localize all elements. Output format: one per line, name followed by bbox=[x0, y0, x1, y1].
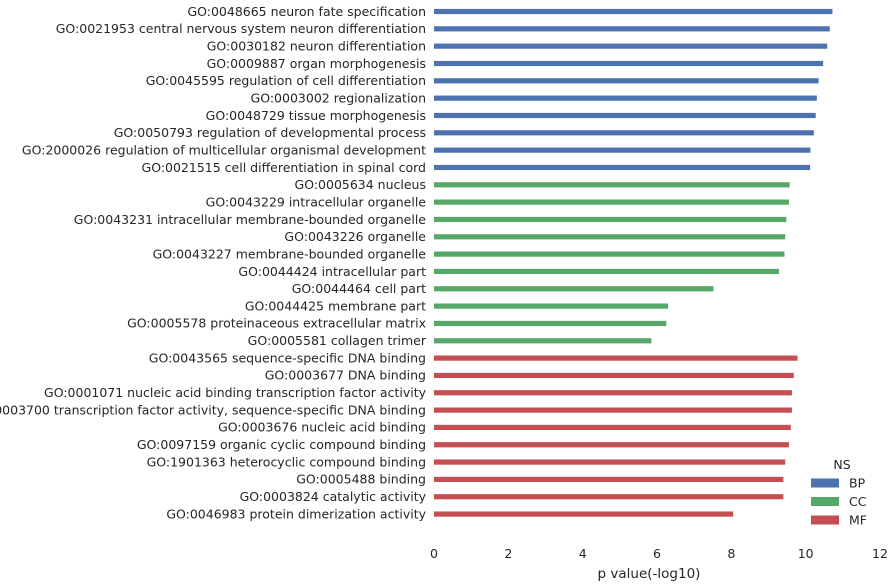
bar-bp bbox=[434, 130, 814, 136]
category-label: GO:0005634 nucleus bbox=[295, 177, 426, 192]
bar-cc bbox=[434, 320, 667, 327]
legend-title: NS bbox=[833, 457, 850, 472]
bar-cc bbox=[434, 338, 652, 344]
category-label: GO:0043229 intracellular organelle bbox=[206, 194, 427, 209]
bar-bp bbox=[434, 147, 811, 153]
category-label: GO:0043227 membrane-bounded organelle bbox=[153, 246, 427, 261]
x-tick-label: 10 bbox=[798, 546, 814, 561]
category-label: GO:0021515 cell differentiation in spina… bbox=[142, 160, 426, 175]
bar-cc bbox=[434, 303, 669, 309]
x-tick-label: 2 bbox=[504, 546, 512, 561]
category-label: GO:0003700 transcription factor activity… bbox=[0, 402, 426, 417]
x-tick-label: 8 bbox=[727, 546, 735, 561]
bar-mf bbox=[434, 424, 791, 431]
category-label: GO:0009887 organ morphogenesis bbox=[207, 56, 426, 71]
category-label: GO:0005578 proteinaceous extracellular m… bbox=[127, 316, 426, 331]
bar-cc bbox=[434, 286, 714, 292]
bar-cc bbox=[434, 199, 789, 205]
category-label: GO:0043231 intracellular membrane-bounde… bbox=[74, 212, 427, 227]
bar-bp bbox=[434, 8, 833, 15]
bar-mf bbox=[434, 459, 786, 465]
category-label: GO:0097159 organic cyclic compound bindi… bbox=[137, 437, 426, 452]
x-tick-label: 4 bbox=[579, 546, 587, 561]
category-label: GO:0044424 intracellular part bbox=[238, 264, 426, 279]
category-label: GO:0050793 regulation of developmental p… bbox=[114, 125, 426, 140]
bar-bp bbox=[434, 26, 830, 32]
legend: NS BP CC MF bbox=[811, 457, 867, 528]
category-label: GO:0048729 tissue morphogenesis bbox=[206, 108, 426, 123]
category-label: GO:0003824 catalytic activity bbox=[240, 489, 427, 504]
bar-mf bbox=[434, 476, 784, 483]
bar-cc bbox=[434, 216, 787, 223]
legend-swatch-mf bbox=[811, 515, 839, 525]
bar-bp bbox=[434, 95, 817, 101]
bar-bp bbox=[434, 78, 819, 84]
bar-mf bbox=[434, 372, 794, 379]
category-label: GO:0043226 organelle bbox=[284, 229, 426, 244]
category-label: GO:0048665 neuron fate specification bbox=[187, 4, 426, 19]
category-label: GO:1901363 heterocyclic compound binding bbox=[147, 454, 426, 469]
category-label: GO:0044425 membrane part bbox=[245, 298, 426, 313]
category-label: GO:0001071 nucleic acid binding transcri… bbox=[44, 385, 427, 400]
legend-label-cc: CC bbox=[849, 494, 867, 509]
category-label: GO:2000026 regulation of multicellular o… bbox=[22, 142, 426, 157]
bar-mf bbox=[434, 355, 798, 361]
bars-layer bbox=[434, 8, 833, 517]
category-label: GO:0046983 protein dimerization activity bbox=[166, 506, 426, 521]
bar-mf bbox=[434, 407, 792, 413]
bar-mf bbox=[434, 442, 789, 448]
legend-label-mf: MF bbox=[849, 513, 867, 528]
bar-mf bbox=[434, 511, 734, 517]
bar-bp bbox=[434, 112, 816, 119]
category-label: GO:0005488 binding bbox=[296, 472, 426, 487]
category-label: GO:0003002 regionalization bbox=[251, 90, 426, 105]
bar-mf bbox=[434, 494, 784, 500]
x-axis: 0 2 4 6 8 10 12 bbox=[430, 546, 888, 561]
bar-bp bbox=[434, 164, 811, 171]
category-label: GO:0043565 sequence-specific DNA binding bbox=[149, 350, 426, 365]
category-label: GO:0021953 central nervous system neuron… bbox=[56, 21, 426, 36]
legend-swatch-cc bbox=[811, 497, 839, 506]
category-label: GO:0044464 cell part bbox=[292, 281, 426, 296]
bar-mf bbox=[434, 390, 792, 396]
bar-cc bbox=[434, 268, 779, 275]
category-label: GO:0045595 regulation of cell differenti… bbox=[146, 73, 426, 88]
bar-bp bbox=[434, 60, 824, 67]
category-label: GO:0003676 nucleic acid binding bbox=[218, 420, 426, 435]
category-label: GO:0030182 neuron differentiation bbox=[207, 38, 426, 53]
bar-cc bbox=[434, 234, 786, 240]
bar-cc bbox=[434, 182, 790, 188]
bar-bp bbox=[434, 43, 828, 49]
category-label: GO:0003677 DNA binding bbox=[265, 368, 426, 383]
x-axis-title: p value(-log10) bbox=[598, 566, 701, 582]
x-tick-label: 0 bbox=[430, 546, 438, 561]
x-tick-label: 12 bbox=[872, 546, 888, 561]
legend-swatch-bp bbox=[811, 478, 839, 488]
bar-cc bbox=[434, 251, 785, 257]
category-labels: GO:0048665 neuron fate specification GO:0… bbox=[0, 4, 427, 522]
x-tick-label: 6 bbox=[653, 546, 661, 561]
legend-label-bp: BP bbox=[849, 476, 866, 491]
category-label: GO:0005581 collagen trimer bbox=[248, 333, 427, 348]
